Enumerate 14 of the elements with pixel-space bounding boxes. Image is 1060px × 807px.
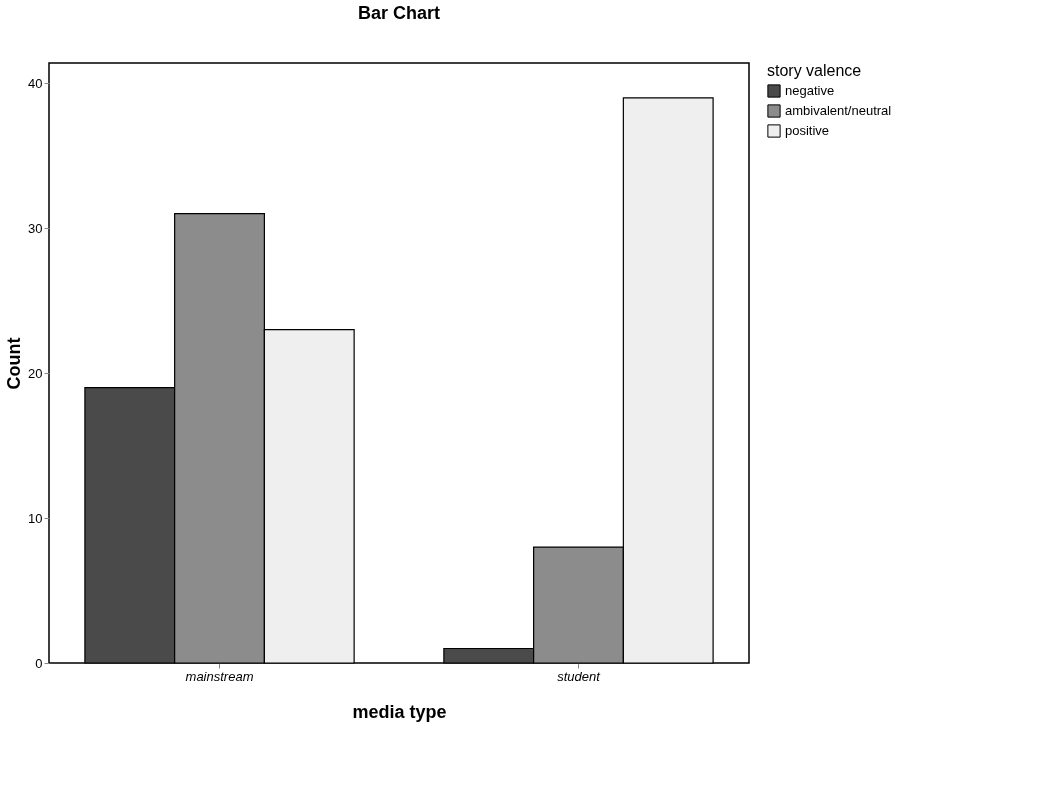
y-tick-label: 40 [28, 75, 43, 91]
y-tick-label: 20 [28, 365, 43, 381]
y-tick-label: 30 [28, 220, 43, 236]
legend-label: positive [785, 123, 830, 138]
chart-title: Bar Chart [357, 3, 441, 23]
x-axis-title: media type [352, 701, 447, 722]
x-tick-label: mainstream [185, 668, 254, 684]
legend-label: negative [785, 83, 835, 98]
legend-title: story valence [767, 62, 862, 79]
y-tick-label: 0 [35, 655, 43, 671]
legend-label: ambivalent/neutral [785, 103, 892, 118]
x-tick-label: student [557, 668, 602, 684]
y-tick-label: 10 [28, 510, 43, 526]
y-axis-title: Count [4, 337, 25, 390]
